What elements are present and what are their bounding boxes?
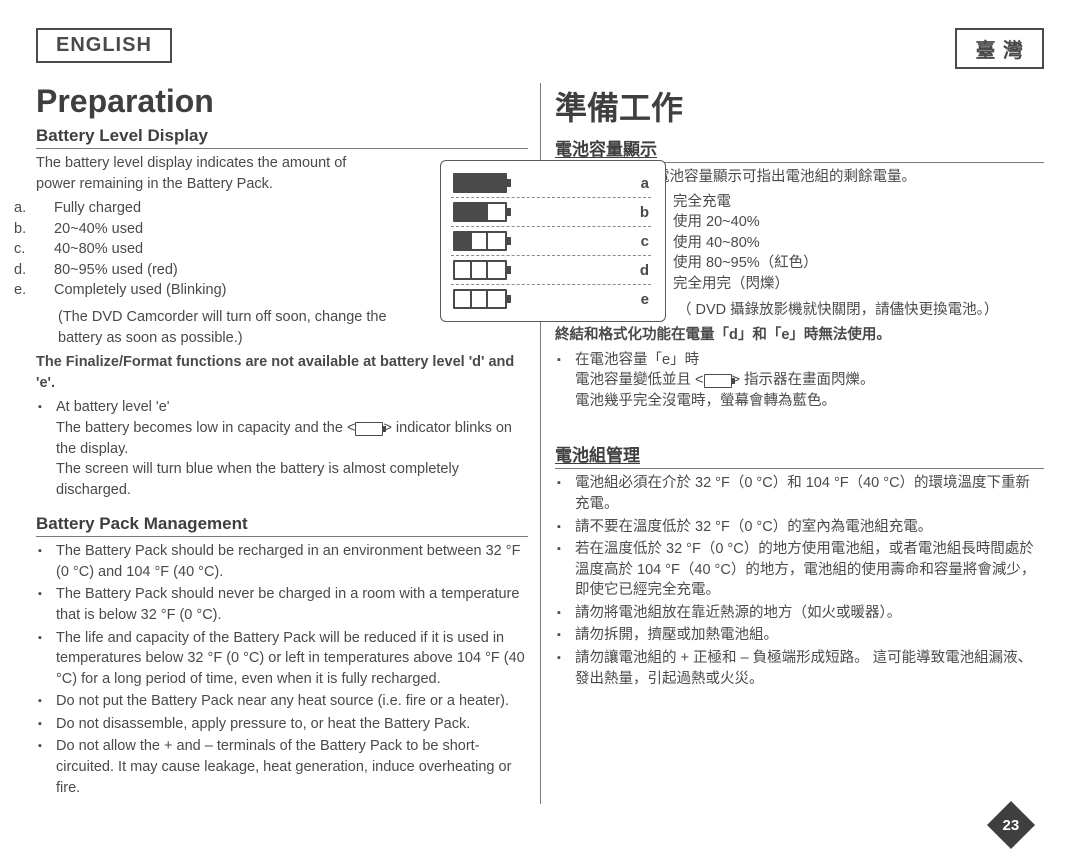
battery-indicator-icon	[704, 374, 732, 388]
mgmt-list-zh: 電池組必須在介於 32 °F（0 °C）和 104 °F（40 °C）的環境溫度…	[555, 473, 1044, 689]
battery-icon	[453, 173, 507, 193]
battery-indicator-icon	[355, 422, 383, 436]
page-number: 23	[987, 801, 1035, 849]
battery-icon	[453, 260, 507, 280]
note-e-zh: （ DVD 攝錄放影機就快關閉，請儘快更換電池。）	[655, 300, 1044, 321]
battery-row-label: b	[640, 204, 649, 221]
at-e-en: At battery level 'e' The battery becomes…	[36, 397, 528, 500]
battery-row-label: c	[641, 233, 649, 250]
warn-en: The Finalize/Format functions are not av…	[36, 352, 528, 393]
battery-icon	[453, 231, 507, 251]
intro-en: The battery level display indicates the …	[36, 153, 366, 194]
battery-row-label: e	[641, 291, 649, 308]
heading-battery-level-en: Battery Level Display	[36, 126, 528, 149]
lang-taiwan: 臺 灣	[955, 28, 1044, 69]
mgmt-list-en: The Battery Pack should be recharged in …	[36, 541, 528, 798]
heading-battery-level-zh: 電池容量顯示	[555, 135, 1044, 163]
battery-icon	[453, 289, 507, 309]
battery-levels-zh: a.完全充電 b.使用 20~40% c.使用 40~80% d.使用 80~9…	[655, 192, 1044, 295]
heading-mgmt-en: Battery Pack Management	[36, 514, 528, 537]
title-en: Preparation	[36, 83, 528, 120]
battery-row-label: d	[640, 262, 649, 279]
at-e-zh: 在電池容量「e」時 電池容量變低並且 <> 指示器在畫面閃爍。 電池幾乎完全沒電…	[555, 350, 1044, 412]
title-zh: 準備工作	[555, 83, 1044, 129]
intro-zh: 電池容量顯示可指出電池組的剩餘電量。	[655, 167, 1044, 188]
battery-icon	[453, 202, 507, 222]
note-e-en: (The DVD Camcorder will turn off soon, c…	[36, 307, 418, 348]
heading-mgmt-zh: 電池組管理	[555, 441, 1044, 469]
battery-level-diagram: abcde	[440, 160, 666, 322]
warn-zh: 終結和格式化功能在電量「d」和「e」時無法使用。	[555, 325, 1044, 346]
lang-english: ENGLISH	[36, 28, 172, 63]
battery-row-label: a	[641, 175, 649, 192]
